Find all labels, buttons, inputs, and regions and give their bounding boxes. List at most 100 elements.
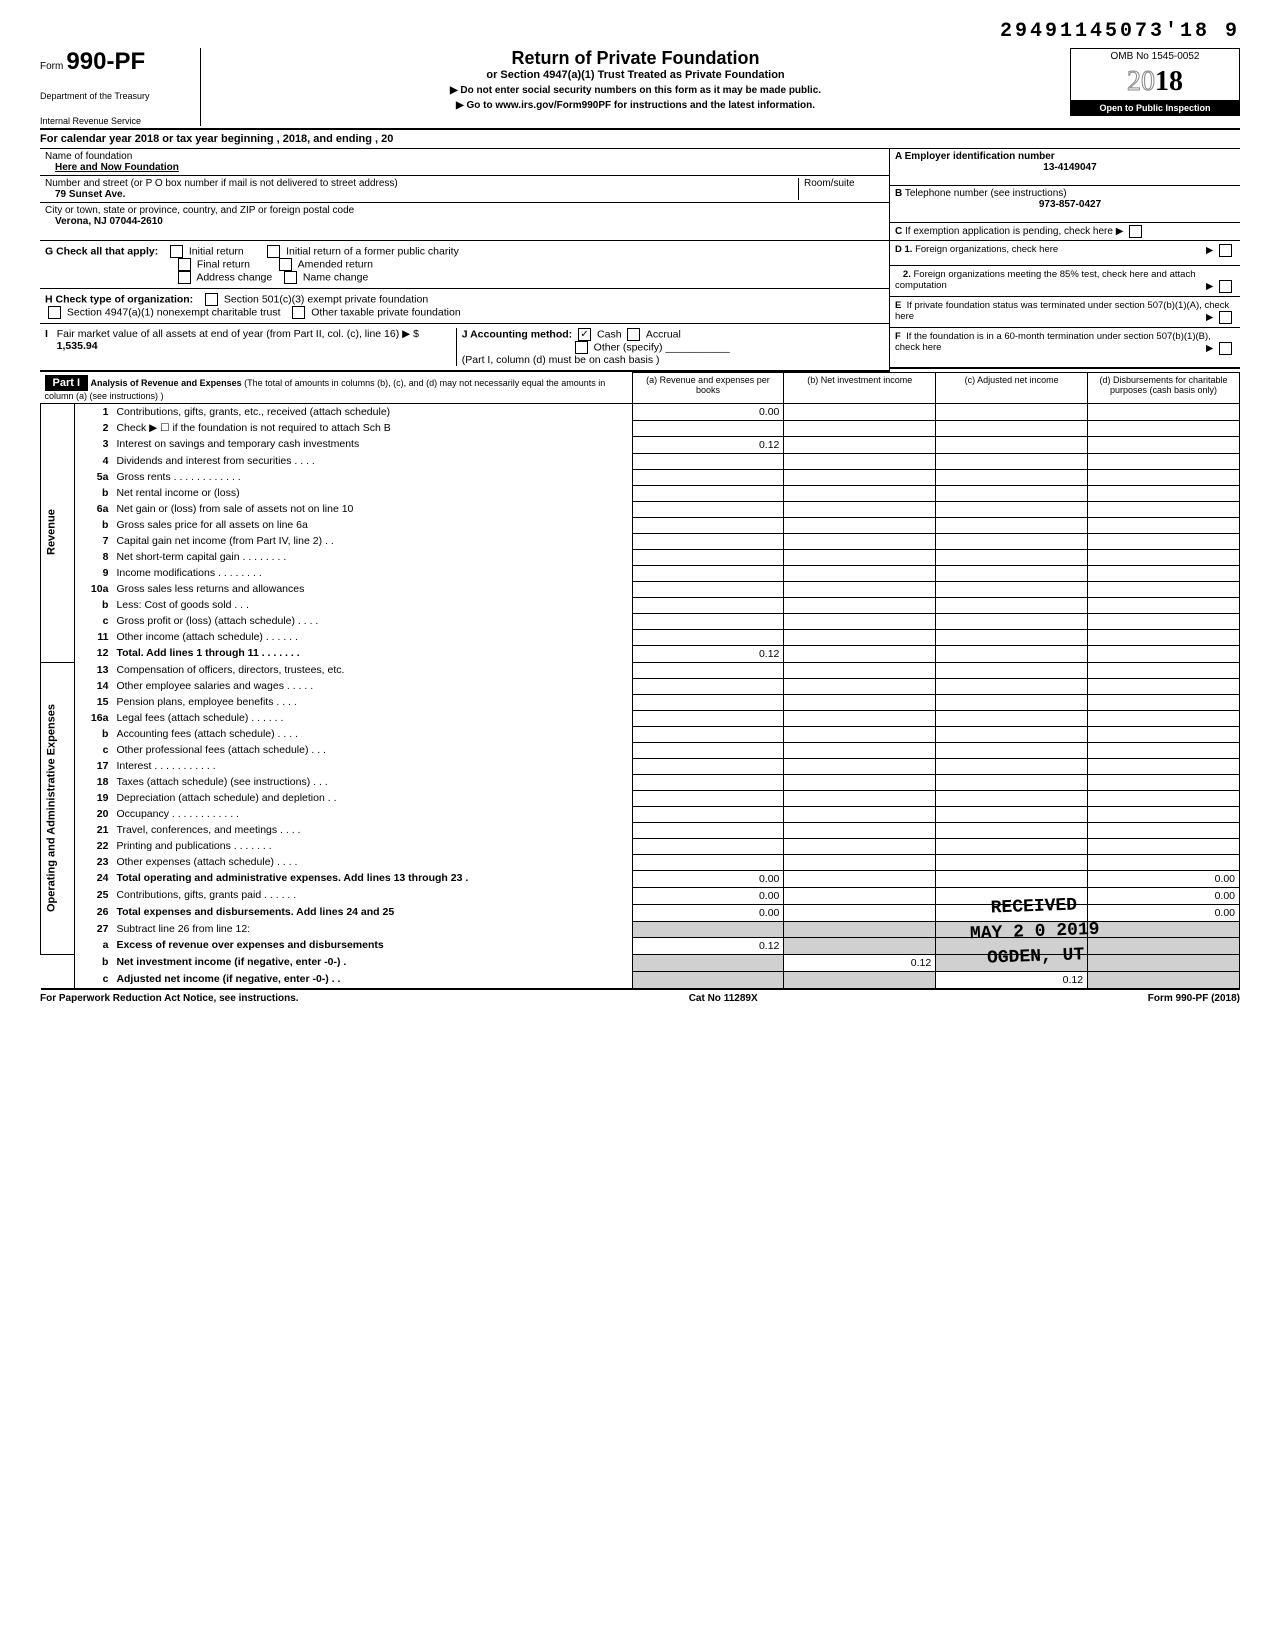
- stamp-location: OGDEN, UT: [971, 943, 1101, 973]
- form-header: Form 990-PF Department of the Treasury I…: [40, 48, 1240, 130]
- phone-value: 973-857-0427: [905, 199, 1235, 210]
- row-desc: Total. Add lines 1 through 11 . . . . . …: [112, 645, 632, 662]
- section-i-label: I: [45, 328, 48, 340]
- opt-cash: Cash: [597, 328, 622, 340]
- row-desc: Occupancy . . . . . . . . . . . .: [112, 806, 632, 822]
- row-num: 22: [74, 838, 112, 854]
- form-prefix: Form: [40, 61, 63, 72]
- row-num: 26: [74, 904, 112, 921]
- final-return-checkbox[interactable]: [178, 258, 191, 271]
- opt-501c3: Section 501(c)(3) exempt private foundat…: [224, 293, 428, 305]
- form-title: Return of Private Foundation: [211, 48, 1060, 69]
- amended-return-checkbox[interactable]: [279, 258, 292, 271]
- opt-name-change: Name change: [303, 271, 368, 283]
- tax-year: 2018: [1070, 64, 1240, 100]
- row-num: 9: [74, 565, 112, 581]
- former-charity-checkbox[interactable]: [267, 245, 280, 258]
- cash-checkbox[interactable]: ✓: [578, 328, 591, 341]
- opt-other-specify: Other (specify): [594, 341, 663, 353]
- row-desc: Net short-term capital gain . . . . . . …: [112, 549, 632, 565]
- dept-irs: Internal Revenue Service: [40, 116, 190, 126]
- opt-other-taxable: Other taxable private foundation: [311, 306, 460, 318]
- room-label: Room/suite: [804, 178, 884, 189]
- row-num: 8: [74, 549, 112, 565]
- row-desc: Excess of revenue over expenses and disb…: [112, 937, 632, 954]
- row-desc: Gross profit or (loss) (attach schedule)…: [112, 613, 632, 629]
- row-num: 20: [74, 806, 112, 822]
- row-desc: Interest . . . . . . . . . . .: [112, 758, 632, 774]
- opex-label: Operating and Administrative Expenses: [41, 662, 75, 954]
- cell-value: 0.00: [632, 904, 784, 921]
- row-desc: Printing and publications . . . . . . .: [112, 838, 632, 854]
- received-stamp: RECEIVED MAY 2 0 2019 OGDEN, UT: [969, 893, 1101, 973]
- paperwork-notice: For Paperwork Reduction Act Notice, see …: [40, 993, 299, 1004]
- row-num: 17: [74, 758, 112, 774]
- cell-value: 0.00: [1088, 904, 1240, 921]
- row-num: 15: [74, 694, 112, 710]
- document-number: 29491145073'18 9: [40, 20, 1240, 43]
- opt-amended-return: Amended return: [298, 258, 373, 270]
- name-change-checkbox[interactable]: [284, 271, 297, 284]
- row-desc: Gross sales less returns and allowances: [112, 581, 632, 597]
- ein-label: A Employer identification number: [895, 151, 1235, 162]
- cat-number: Cat No 11289X: [689, 993, 758, 1004]
- public-inspection-notice: Open to Public Inspection: [1070, 100, 1240, 116]
- foreign-org-checkbox[interactable]: [1219, 244, 1232, 257]
- 501c3-checkbox[interactable]: [205, 293, 218, 306]
- row-num: b: [74, 726, 112, 742]
- 60month-checkbox[interactable]: [1219, 342, 1232, 355]
- row-desc: Contributions, gifts, grants paid . . . …: [112, 887, 632, 904]
- calendar-year-line: For calendar year 2018 or tax year begin…: [40, 130, 1240, 149]
- ssn-directive: ▶ Do not enter social security numbers o…: [211, 85, 1060, 96]
- cell-value: 0.00: [632, 887, 784, 904]
- row-desc: Net investment income (if negative, ente…: [112, 954, 632, 971]
- form-number: 990-PF: [66, 48, 145, 75]
- row-desc: Other professional fees (attach schedule…: [112, 742, 632, 758]
- cell-value: 0.00: [1088, 870, 1240, 887]
- foreign-85-checkbox[interactable]: [1219, 280, 1232, 293]
- row-desc: Gross sales price for all assets on line…: [112, 517, 632, 533]
- other-taxable-checkbox[interactable]: [292, 306, 305, 319]
- foundation-name: Here and Now Foundation: [55, 162, 884, 173]
- row-num: 6a: [74, 501, 112, 517]
- row-num: 13: [74, 662, 112, 678]
- opt-4947a1: Section 4947(a)(1) nonexempt charitable …: [67, 306, 281, 318]
- row-num: b: [74, 485, 112, 501]
- row-desc: Depreciation (attach schedule) and deple…: [112, 790, 632, 806]
- 4947a1-checkbox[interactable]: [48, 306, 61, 319]
- cell-value: 0.00: [632, 403, 784, 420]
- row-num: 12: [74, 645, 112, 662]
- row-desc: Total operating and administrative expen…: [112, 870, 632, 887]
- row-desc: Capital gain net income (from Part IV, l…: [112, 533, 632, 549]
- omb-number: OMB No 1545-0052: [1070, 48, 1240, 64]
- row-desc: Pension plans, employee benefits . . . .: [112, 694, 632, 710]
- row-desc: Legal fees (attach schedule) . . . . . .: [112, 710, 632, 726]
- fmv-value: 1,535.94: [57, 340, 98, 352]
- accrual-checkbox[interactable]: [627, 328, 640, 341]
- row-num: 4: [74, 453, 112, 469]
- opt-initial-return: Initial return: [189, 245, 244, 257]
- exemption-checkbox[interactable]: [1129, 225, 1142, 238]
- part1-label: Part I: [45, 375, 89, 391]
- initial-return-checkbox[interactable]: [170, 245, 183, 258]
- cell-value: 0.12: [936, 971, 1088, 989]
- other-specify-checkbox[interactable]: [575, 341, 588, 354]
- row-num: 11: [74, 629, 112, 645]
- url-directive: ▶ Go to www.irs.gov/Form990PF for instru…: [211, 100, 1060, 111]
- col-d-header: (d) Disbursements for charitable purpose…: [1088, 373, 1240, 404]
- cell-value: 0.12: [784, 954, 936, 971]
- part1-title: Analysis of Revenue and Expenses: [91, 378, 242, 388]
- row-desc: Travel, conferences, and meetings . . . …: [112, 822, 632, 838]
- cell-value: 0.12: [632, 645, 784, 662]
- city-state-zip: Verona, NJ 07044-2610: [55, 216, 884, 227]
- row-desc: Taxes (attach schedule) (see instruction…: [112, 774, 632, 790]
- row-desc: Contributions, gifts, grants, etc., rece…: [112, 403, 632, 420]
- revenue-label: Revenue: [41, 403, 75, 662]
- terminated-checkbox[interactable]: [1219, 311, 1232, 324]
- row-desc: Check ▶ ☐ if the foundation is not requi…: [112, 420, 632, 436]
- address-change-checkbox[interactable]: [178, 271, 191, 284]
- dept-treasury: Department of the Treasury: [40, 91, 190, 101]
- form-subtitle: or Section 4947(a)(1) Trust Treated as P…: [211, 69, 1060, 81]
- row-num: b: [74, 597, 112, 613]
- row-num: 19: [74, 790, 112, 806]
